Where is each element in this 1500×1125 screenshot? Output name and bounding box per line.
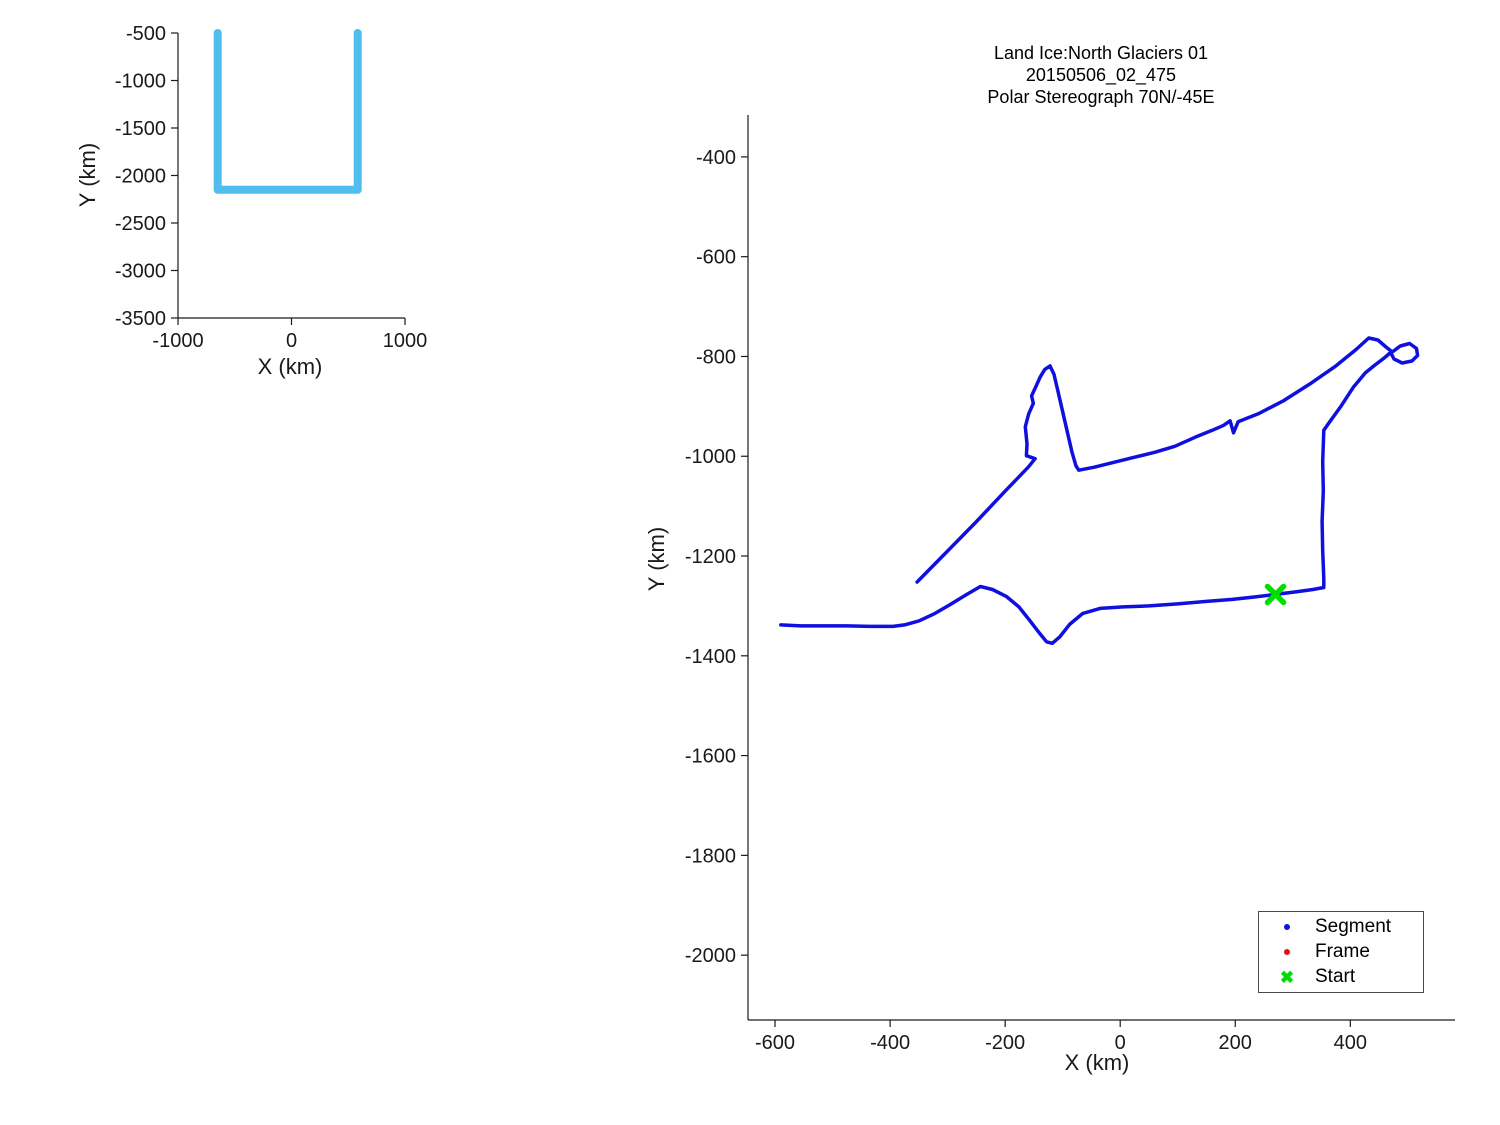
y-tick-label: -1000 [115, 71, 166, 93]
title-line-1: Land Ice:North Glaciers 01 [993, 43, 1209, 63]
x-tick-label: 0 [1115, 1032, 1126, 1054]
x-tick-label: -600 [755, 1032, 795, 1054]
x-tick-label: 0 [286, 330, 297, 352]
start-marker [1264, 583, 1287, 606]
y-tick-label: -500 [126, 23, 166, 45]
overview-xlabel: X (km) [257, 354, 323, 379]
legend-item-start: ✖ Start [1259, 965, 1423, 989]
legend-item-segment: Segment [1259, 915, 1423, 939]
x-tick-label: 400 [1334, 1032, 1367, 1054]
start-x-icon: ✖ [1279, 967, 1295, 987]
frame-dot-icon [1259, 949, 1315, 955]
x-tick-label: -200 [985, 1032, 1025, 1054]
y-tick-label: -3500 [115, 308, 166, 330]
y-tick-label: -1600 [685, 746, 736, 768]
legend-label-frame: Frame [1315, 941, 1370, 962]
title-line-3: Polar Stereograph 70N/-45E [987, 87, 1215, 107]
y-tick-label: -2000 [115, 166, 166, 188]
segment-dot-icon [1259, 924, 1315, 930]
segment-track [779, 336, 1420, 646]
y-tick-label: -3000 [115, 261, 166, 283]
y-tick-label: -1200 [685, 546, 736, 568]
x-tick-label: -1000 [152, 330, 203, 352]
y-tick-label: -600 [696, 247, 736, 269]
y-tick-label: -1800 [685, 845, 736, 867]
region-outline [213, 29, 362, 194]
y-tick-label: -2500 [115, 213, 166, 235]
overview-ylabel: Y (km) [75, 142, 100, 208]
main-ylabel: Y (km) [644, 526, 669, 592]
title-line-2: 20150506_02_475 [1025, 65, 1177, 85]
x-tick-label: 1000 [383, 330, 428, 352]
legend: Segment Frame ✖ Start [1258, 911, 1424, 993]
flight-track-plot: -600 -400 -200 0 200 400-400-600-800-1000-120… [685, 115, 1455, 1054]
main-plot-title: Land Ice:North Glaciers 01 20150506_02_4… [851, 42, 1351, 108]
y-tick-label: -1000 [685, 446, 736, 468]
region-overview-plot: -1000 0 1000 -500 -1000 -1500 -2000 -2500 -3000 -… [115, 23, 427, 352]
main-xlabel: X (km) [1064, 1050, 1130, 1075]
y-tick-label: -800 [696, 346, 736, 368]
y-tick-label: -1400 [685, 646, 736, 668]
legend-item-frame: Frame [1259, 940, 1423, 964]
y-tick-label: -2000 [685, 945, 736, 967]
legend-label-segment: Segment [1315, 916, 1392, 937]
x-tick-label: -400 [870, 1032, 910, 1054]
y-tick-label: -1500 [115, 118, 166, 140]
x-tick-label: 200 [1219, 1032, 1252, 1054]
y-tick-label: -400 [696, 147, 736, 169]
legend-label-start: Start [1315, 966, 1356, 987]
